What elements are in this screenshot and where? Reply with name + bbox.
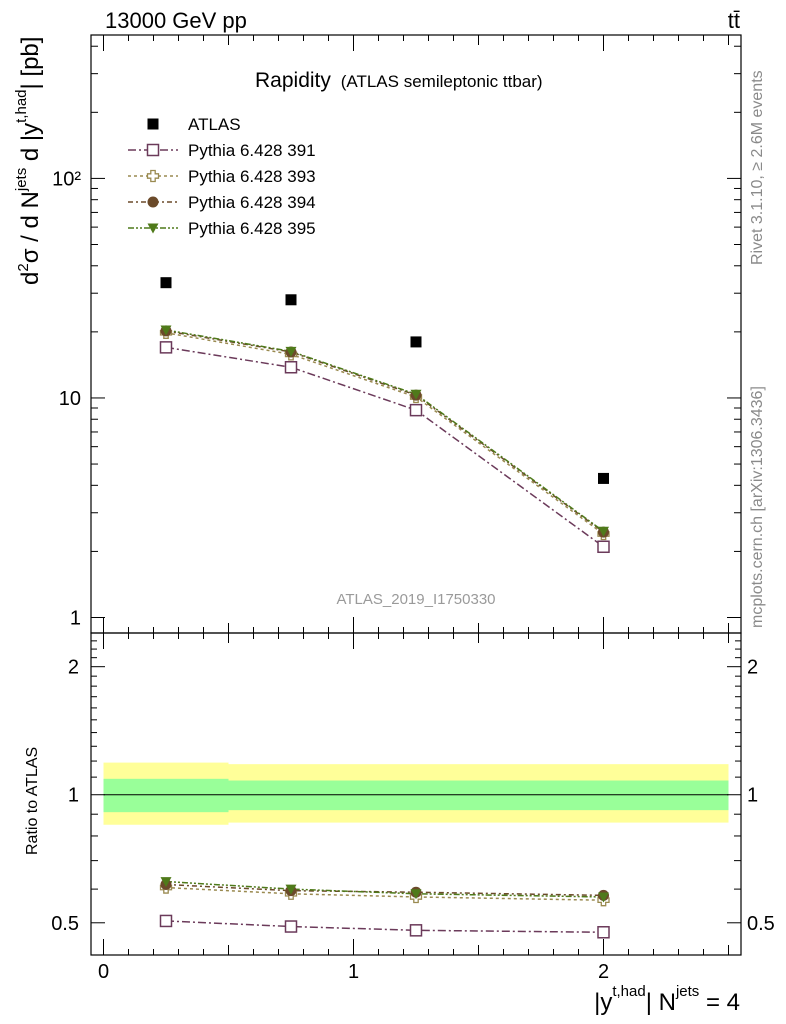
marker-filled-triangle (285, 346, 297, 357)
marker-open-square (284, 920, 298, 933)
ratio-band-inner (478, 780, 729, 811)
analysis-id-label: ATLAS_2019_I1750330 (336, 591, 495, 608)
legend: ATLAS Pythia 6.428 391 Pythia 6.428 393 Pyt… (128, 115, 316, 238)
marker-open-square (159, 341, 173, 354)
header-process: tt̄ (728, 8, 740, 33)
legend-label: Pythia 6.428 395 (188, 219, 316, 238)
plot-title-main: Rapidity (255, 69, 331, 92)
y-tick-label-main: 1 (70, 608, 81, 630)
ratio-uncertainty-bands (103, 762, 729, 825)
header-energy: 13000 GeV pp (105, 8, 247, 33)
legend-label: ATLAS (188, 115, 241, 134)
marker-filled-triangle (598, 892, 609, 903)
mcplots-label: mcplots.cern.ch [arXiv:1306.3436] (749, 386, 766, 628)
marker-filled-triangle (147, 223, 159, 234)
ratio-band-inner (103, 778, 229, 813)
x-axis-label: |yt,had| Njets = 4 (594, 983, 740, 1016)
marker-filled-square (147, 118, 159, 130)
series-line-ratio (165, 880, 604, 898)
series-lines (165, 329, 604, 934)
ratio-band-inner (228, 780, 354, 811)
y-axis-label-main: d2σ / d Njets d |yt,had| [pb] (13, 37, 44, 285)
marker-open-square (159, 914, 173, 928)
axis-ticks: 1 10 10² 2 2 1 1 0.5 0.5 0 1 2 (51, 35, 775, 983)
x-tick-label: 0 (98, 961, 109, 983)
x-tick-label: 2 (598, 961, 609, 983)
marker-open-square (409, 924, 423, 937)
y-tick-label-ratio-right: 2 (747, 657, 758, 679)
marker-open-square (597, 540, 610, 554)
series-line-main (165, 329, 604, 532)
marker-filled-triangle (598, 526, 609, 537)
series-line-main (165, 332, 604, 535)
marker-filled-square (285, 294, 297, 306)
y-tick-label-ratio: 0.5 (51, 913, 79, 935)
y-tick-label-main: 10² (52, 168, 81, 190)
marker-open-square (284, 360, 298, 374)
series-line-ratio (165, 920, 604, 934)
ratio-plot-frame (90, 632, 742, 956)
marker-filled-circle (147, 196, 159, 208)
rivet-version-label: Rivet 3.1.10, ≥ 2.6M events (749, 70, 766, 265)
marker-filled-triangle (160, 877, 172, 888)
series-line-main (165, 330, 604, 533)
marker-open-square (146, 143, 160, 157)
marker-filled-triangle (410, 889, 422, 900)
marker-open-square (597, 926, 610, 939)
legend-label: Pythia 6.428 391 (188, 141, 316, 160)
marker-filled-square (410, 336, 422, 348)
y-tick-label-ratio: 2 (68, 657, 79, 679)
plot-title: Rapidity (ATLAS semileptonic ttbar) (255, 69, 543, 92)
y-tick-label-ratio-right: 1 (747, 785, 758, 807)
data-markers (159, 277, 610, 939)
marker-filled-square (160, 277, 172, 289)
y-tick-label-main: 10 (59, 388, 81, 410)
y-axis-label-ratio: Ratio to ATLAS (24, 747, 41, 855)
ratio-band-inner (353, 780, 479, 811)
marker-filled-triangle (410, 389, 422, 400)
series-line-main (165, 346, 604, 548)
legend-label: Pythia 6.428 393 (188, 167, 316, 186)
marker-filled-square (598, 472, 609, 484)
plot-title-sub: (ATLAS semileptonic ttbar) (341, 72, 543, 91)
marker-open-cross (146, 169, 160, 183)
y-tick-label-ratio: 1 (68, 785, 79, 807)
y-tick-label-ratio-right: 0.5 (747, 913, 775, 935)
marker-open-square (409, 403, 423, 417)
marker-filled-triangle (160, 325, 172, 336)
series-line-ratio (165, 886, 604, 901)
legend-label: Pythia 6.428 394 (188, 193, 316, 212)
x-tick-label: 1 (348, 961, 359, 983)
marker-filled-triangle (285, 884, 297, 895)
